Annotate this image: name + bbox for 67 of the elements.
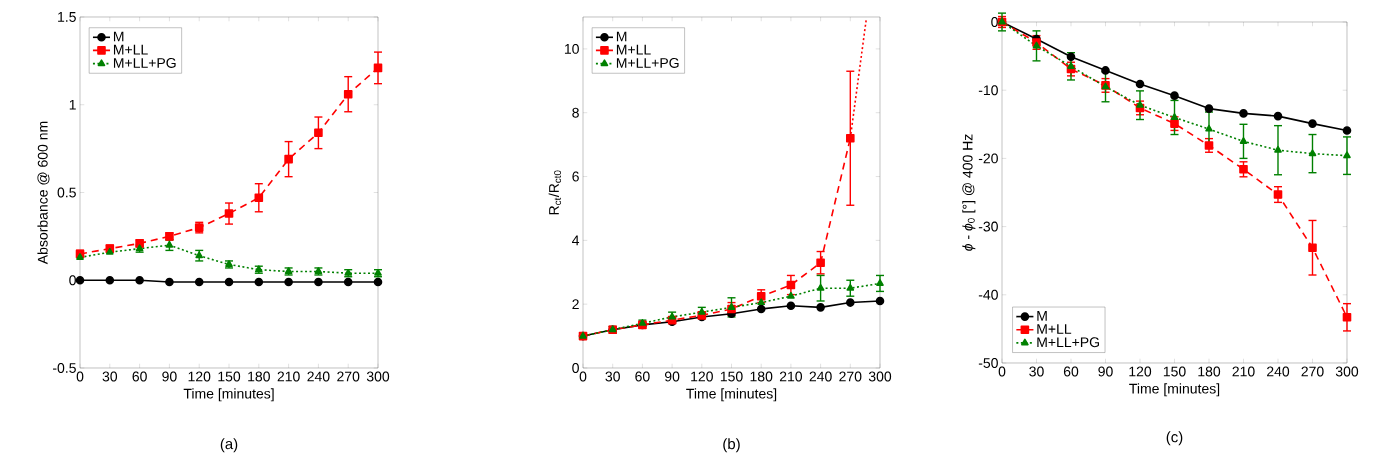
y-tick-label: 0: [69, 275, 76, 286]
y-tick-label: 2: [572, 299, 579, 310]
y-tick-label: 4: [572, 235, 580, 246]
x-tick-label: 300: [868, 371, 892, 382]
legend-label: M+LL: [113, 44, 148, 55]
x-tick-label: 240: [307, 371, 330, 382]
text: (c): [1166, 431, 1183, 446]
x-tick-label: 270: [337, 371, 360, 382]
x-tick-label: 30: [1029, 366, 1044, 377]
x-tick-label: 240: [1267, 366, 1290, 377]
legend-label: M+LL: [616, 44, 651, 55]
y-axis-title: Absorbance @ 600 nm: [37, 121, 50, 265]
x-tick-label: 0: [579, 371, 587, 382]
y-tick-label: 0.5: [57, 187, 76, 198]
x-axis-title: Time [minutes]: [686, 388, 777, 402]
x-tick-label: 180: [1198, 366, 1221, 377]
x-tick-label: 90: [664, 371, 680, 382]
x-tick-label: 90: [162, 371, 177, 382]
y-tick-label: 0: [991, 17, 998, 27]
x-tick-label: 60: [132, 371, 147, 382]
x-tick-label: 120: [1129, 366, 1152, 377]
x-tick-label: 180: [248, 371, 270, 382]
x-tick-label: 60: [1063, 366, 1079, 377]
x-tick-label: 120: [691, 371, 713, 382]
text: (b): [723, 438, 740, 453]
x-tick-label: 270: [839, 371, 862, 382]
x-tick-label: 90: [1098, 366, 1113, 377]
legend-label: M+LL: [1037, 324, 1072, 334]
y-tick-label: 1.5: [58, 12, 76, 22]
y-tick-label: -50: [978, 358, 998, 368]
legend-label: M+LL+PG: [616, 57, 679, 68]
legend-label: M: [113, 31, 124, 42]
x-tick-label: 210: [779, 371, 803, 382]
x-tick-label: 0: [76, 371, 84, 382]
y-tick-label: 8: [572, 107, 579, 118]
y-tick-label: -30: [978, 221, 998, 232]
x-tick-label: 270: [1301, 366, 1324, 377]
text: (a): [220, 438, 238, 453]
legend-label: M: [1037, 311, 1047, 321]
x-tick-label: 30: [605, 371, 620, 382]
x-tick-label: 0: [998, 366, 1006, 377]
y-tick-label: 6: [572, 171, 579, 182]
y-tick-label: -0.5: [52, 363, 76, 373]
x-tick-label: 300: [366, 371, 390, 382]
x-tick-label: 30: [102, 371, 118, 382]
x-tick-label: 150: [218, 371, 241, 382]
y-axis-title: ϕ - ϕ$_{0}$ [°] @ 400 Hz: [962, 134, 976, 251]
y-tick-label: -40: [978, 289, 998, 300]
legend-label: M+LL+PG: [1037, 337, 1099, 348]
y-tick-label: 10: [564, 43, 579, 54]
y-tick-label: -10: [978, 85, 998, 96]
x-tick-label: 60: [635, 371, 650, 382]
x-axis-title: Time [minutes]: [1129, 383, 1220, 397]
x-axis-title: Time [minutes]: [183, 388, 274, 402]
x-tick-label: 240: [809, 371, 832, 382]
x-tick-label: 150: [1163, 366, 1186, 377]
x-tick-label: 150: [720, 371, 743, 382]
x-tick-label: 300: [1335, 366, 1359, 377]
y-tick-label: -20: [978, 153, 998, 164]
legend-label: M: [616, 31, 627, 42]
x-tick-label: 180: [750, 371, 773, 382]
y-axis-title: R$_{ct}$/R$_{ct0}$: [548, 170, 562, 215]
x-tick-label: 120: [188, 371, 211, 382]
x-tick-label: 210: [277, 371, 300, 382]
y-tick-label: 1: [69, 99, 76, 110]
legend-label: M+LL+PG: [113, 57, 176, 68]
x-tick-label: 210: [1232, 366, 1255, 377]
